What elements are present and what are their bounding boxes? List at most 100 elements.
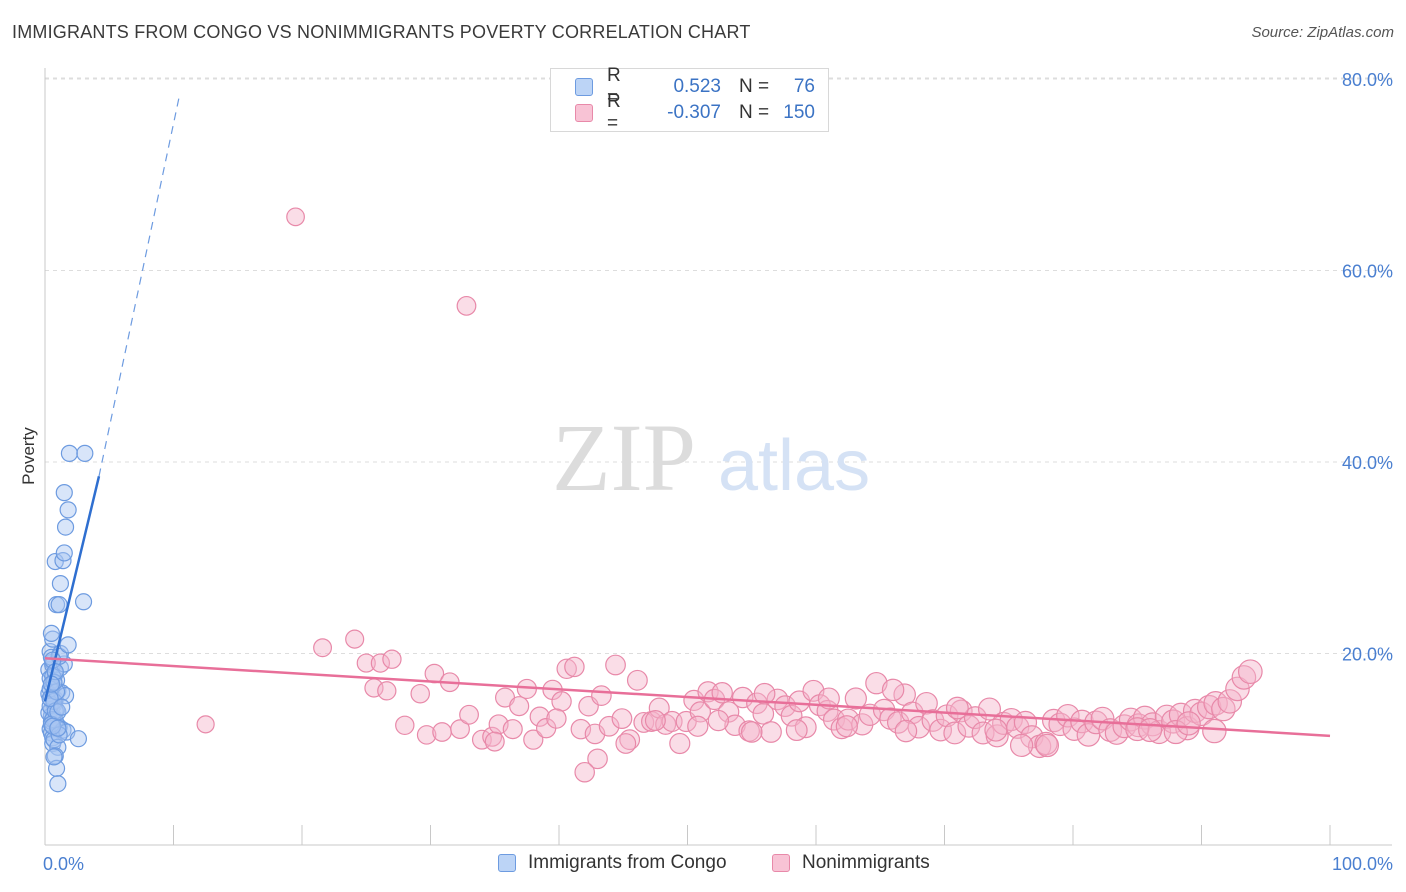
- nonimmigrants-point: [837, 708, 860, 731]
- nonimmigrants-point: [509, 696, 530, 717]
- trend-lines: [43, 93, 1331, 738]
- nonimmigrants-point: [901, 701, 924, 725]
- nonimmigrants-point: [1035, 733, 1060, 758]
- congo-point: [46, 747, 64, 765]
- y-tick-label: 80.0%: [1342, 70, 1393, 90]
- nonimmigrants-point: [591, 685, 612, 706]
- axes: [44, 68, 1392, 846]
- nonimmigrants-point: [760, 721, 782, 743]
- nonimmigrants-point: [1217, 689, 1243, 714]
- congo-point: [49, 775, 67, 793]
- bottom-legend-label-congo: Immigrants from Congo: [528, 852, 727, 873]
- nonimmigrants-point: [984, 718, 1008, 742]
- congo-point: [42, 624, 61, 642]
- nonimmigrants-point: [1027, 734, 1052, 759]
- nonimmigrants-point: [945, 696, 969, 720]
- chart-source: Source: ZipAtlas.com: [1251, 24, 1394, 41]
- nonimmigrants-point: [410, 683, 430, 704]
- nonimmigrants-point: [615, 733, 637, 754]
- y-axis-label: Poverty: [19, 427, 38, 485]
- nonimmigrants-point: [921, 709, 945, 732]
- nonimmigrants-point: [865, 671, 888, 695]
- nonimmigrants-point: [196, 715, 215, 734]
- nonimmigrants-point: [370, 653, 391, 673]
- nonimmigrants-trend-line: [44, 657, 1331, 738]
- nonimmigrants-point: [785, 719, 808, 742]
- nonimmigrants-point: [377, 681, 397, 701]
- legend-n-value: 76: [793, 76, 815, 97]
- legend-swatch-congo: [575, 78, 593, 96]
- legend-r-value: -0.307: [667, 102, 721, 123]
- nonimmigrants-point: [529, 706, 550, 727]
- congo-point: [50, 596, 68, 614]
- nonimmigrants-point: [894, 719, 918, 743]
- nonimmigrants-point: [915, 691, 938, 715]
- nonimmigrants-point: [574, 761, 595, 783]
- nonimmigrants-point: [356, 653, 376, 673]
- nonimmigrants-point: [546, 708, 567, 729]
- congo-point: [53, 698, 71, 716]
- y-tick-label: 20.0%: [1342, 644, 1393, 664]
- congo-trend-extension: [98, 93, 181, 477]
- congo-point: [59, 636, 77, 654]
- nonimmigrants-point: [753, 682, 776, 705]
- nonimmigrants-point: [564, 656, 585, 678]
- legend-n-value: 150: [783, 102, 815, 123]
- nonimmigrants-point: [523, 729, 544, 750]
- nonimmigrants-point: [459, 704, 479, 725]
- congo-point: [59, 501, 77, 519]
- bottom-legend-nonimmigrants: Nonimmigrants: [772, 852, 930, 874]
- bottom-legend-swatch-nonimmigrants: [772, 854, 790, 872]
- nonimmigrants-point: [345, 629, 365, 649]
- bottom-legend-congo: Immigrants from Congo: [498, 852, 727, 874]
- nonimmigrants-point: [286, 207, 305, 227]
- nonimmigrants-point: [619, 729, 641, 751]
- nonimmigrants-point: [1009, 733, 1034, 758]
- nonimmigrants-point: [929, 718, 953, 742]
- legend-r-value: 0.523: [673, 76, 721, 97]
- congo-point: [50, 726, 68, 744]
- congo-points: [40, 444, 94, 793]
- nonimmigrants-point: [1202, 718, 1227, 744]
- congo-point: [56, 518, 75, 536]
- nonimmigrants-point: [669, 732, 691, 755]
- chart-title: IMMIGRANTS FROM CONGO VS NONIMMIGRANTS P…: [12, 22, 751, 42]
- nonimmigrants-point: [644, 710, 666, 732]
- nonimmigrants-point: [881, 678, 905, 702]
- nonimmigrants-point: [731, 686, 754, 709]
- nonimmigrants-point: [1098, 718, 1123, 743]
- nonimmigrants-point: [817, 687, 840, 710]
- legend-row-congo: R = 0.523 N = 76: [575, 65, 815, 108]
- nonimmigrants-point: [395, 715, 415, 736]
- nonimmigrants-point: [740, 721, 763, 743]
- nonimmigrants-point: [963, 706, 987, 730]
- nonimmigrants-point: [707, 709, 730, 732]
- nonimmigrants-point: [1237, 659, 1263, 685]
- nonimmigrants-point: [611, 708, 633, 729]
- nonimmigrants-point: [587, 748, 608, 770]
- nonimmigrants-point: [484, 731, 505, 752]
- nonimmigrants-point: [605, 654, 626, 676]
- nonimmigrants-point: [1176, 711, 1201, 736]
- x-tick-label: 0.0%: [43, 854, 84, 874]
- legend-swatch-nonimmigrants: [575, 104, 593, 122]
- legend-row-nonimmigrants: R = -0.307 N = 150: [575, 91, 815, 134]
- congo-trend-line: [43, 476, 101, 702]
- y-tick-label: 60.0%: [1342, 261, 1393, 281]
- congo-point: [60, 444, 79, 462]
- congo-point: [51, 574, 70, 593]
- nonimmigrants-point: [551, 691, 572, 712]
- nonimmigrants-point: [844, 687, 867, 710]
- congo-point: [76, 444, 94, 462]
- nonimmigrants-point: [556, 658, 577, 680]
- x-tick-label: 100.0%: [1332, 854, 1393, 874]
- nonimmigrants-point: [626, 669, 648, 691]
- nonimmigrants-point: [382, 649, 402, 669]
- legend-r-label: R =: [607, 91, 621, 134]
- congo-point: [45, 748, 63, 766]
- bottom-legend-swatch-congo: [498, 854, 516, 872]
- nonimmigrants-point: [724, 714, 746, 737]
- congo-point: [74, 593, 93, 611]
- congo-point: [69, 730, 88, 748]
